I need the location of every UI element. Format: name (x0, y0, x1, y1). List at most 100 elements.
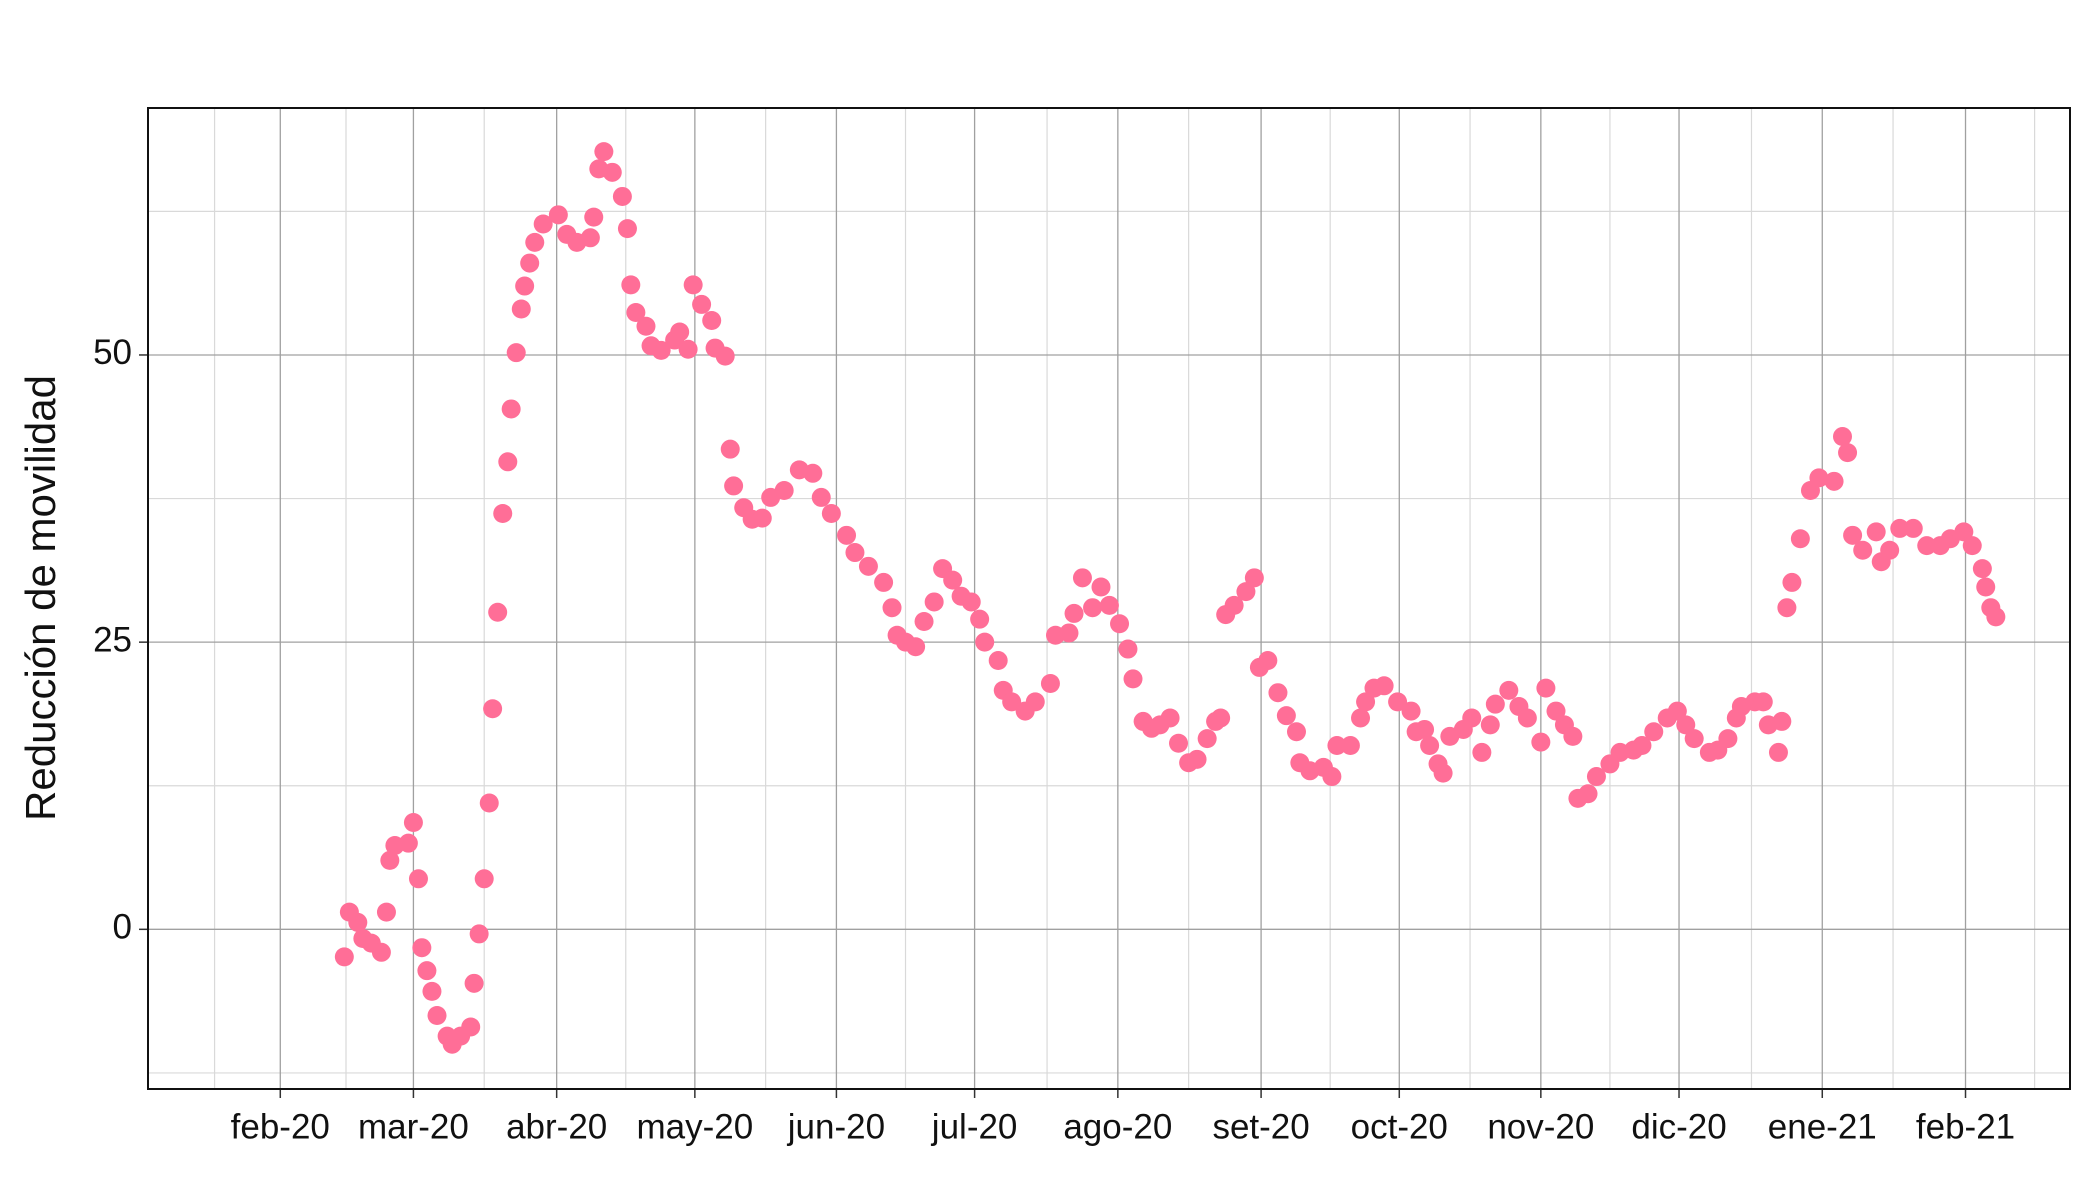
point (1772, 711, 1792, 731)
point (1586, 767, 1606, 787)
x-tick-label: ene-21 (1768, 1107, 1877, 1146)
point (1415, 719, 1435, 739)
grid (148, 108, 2070, 1089)
point (1986, 607, 2006, 627)
point (371, 942, 391, 962)
point (1356, 692, 1376, 712)
point (1064, 603, 1084, 623)
point (525, 232, 545, 252)
point (1676, 715, 1696, 735)
x-tick-label: set-20 (1212, 1107, 1309, 1146)
point (1838, 443, 1858, 463)
point (651, 340, 671, 360)
point (1002, 692, 1022, 712)
point (720, 439, 740, 459)
point (1777, 598, 1797, 618)
point (1224, 595, 1244, 615)
point (1268, 683, 1288, 703)
point (1211, 708, 1231, 728)
point (1462, 708, 1482, 728)
point (1517, 708, 1537, 728)
point (1118, 639, 1138, 659)
point (1187, 749, 1207, 769)
point (621, 275, 641, 295)
y-tick-label: 25 (93, 620, 132, 659)
point (1340, 736, 1360, 756)
x-tick-label: nov-20 (1487, 1107, 1594, 1146)
point (594, 142, 614, 162)
point (1531, 732, 1551, 752)
point (1499, 680, 1519, 700)
point (1809, 468, 1829, 488)
point (1327, 736, 1347, 756)
point (612, 186, 632, 206)
point (803, 463, 823, 483)
point (1276, 706, 1296, 726)
point (1753, 692, 1773, 712)
x-tick-label: oct-20 (1351, 1107, 1448, 1146)
point (1972, 559, 1992, 579)
points (334, 142, 2006, 1054)
point (493, 503, 513, 523)
point (1236, 582, 1256, 602)
point (1824, 471, 1844, 491)
point (1123, 669, 1143, 689)
point (975, 632, 995, 652)
point (464, 973, 484, 993)
x-tick-label: mar-20 (358, 1107, 469, 1146)
point (837, 525, 857, 545)
point (626, 302, 646, 322)
point (1954, 522, 1974, 542)
point (692, 294, 712, 314)
point (724, 476, 744, 496)
point (501, 399, 521, 419)
point (1244, 568, 1264, 588)
point (474, 869, 494, 889)
point (1040, 674, 1060, 694)
point (678, 339, 698, 359)
point (511, 299, 531, 319)
point (1420, 736, 1440, 756)
point (1480, 715, 1500, 735)
point (1485, 694, 1505, 714)
point (1853, 540, 1873, 560)
point (1563, 726, 1583, 746)
point (882, 598, 902, 618)
point (602, 162, 622, 182)
point (1197, 729, 1217, 749)
point (580, 228, 600, 248)
y-tick-label: 0 (113, 908, 132, 947)
point (348, 912, 368, 932)
point (874, 572, 894, 592)
point (1322, 767, 1342, 787)
point (1782, 572, 1802, 592)
point (479, 793, 499, 813)
point (498, 452, 518, 472)
point (1025, 692, 1045, 712)
point (1374, 676, 1394, 696)
point (845, 543, 865, 563)
plot-frame (147, 107, 2071, 1090)
point (1388, 692, 1408, 712)
point (1890, 518, 1910, 538)
point (417, 961, 437, 981)
x-tick-label: may-20 (636, 1107, 753, 1146)
point (1790, 529, 1810, 549)
point (1880, 540, 1900, 560)
y-tick-label: 50 (93, 333, 132, 372)
x-tick-label: jul-20 (931, 1107, 1018, 1146)
point (1351, 708, 1371, 728)
y-axis-label: Reducción de movilidad (17, 375, 64, 821)
point (906, 637, 926, 657)
point (1843, 525, 1863, 545)
point (334, 947, 354, 967)
point (914, 611, 934, 631)
axes: feb-20 mar-20 abr-20 may-20 jun-20 jul-20 ago-… (93, 107, 2071, 1146)
point (1546, 701, 1566, 721)
x-tick-label: dic-20 (1631, 1107, 1726, 1146)
point (1866, 522, 1886, 542)
point (1110, 614, 1130, 634)
point (1962, 536, 1982, 556)
point (488, 602, 508, 622)
